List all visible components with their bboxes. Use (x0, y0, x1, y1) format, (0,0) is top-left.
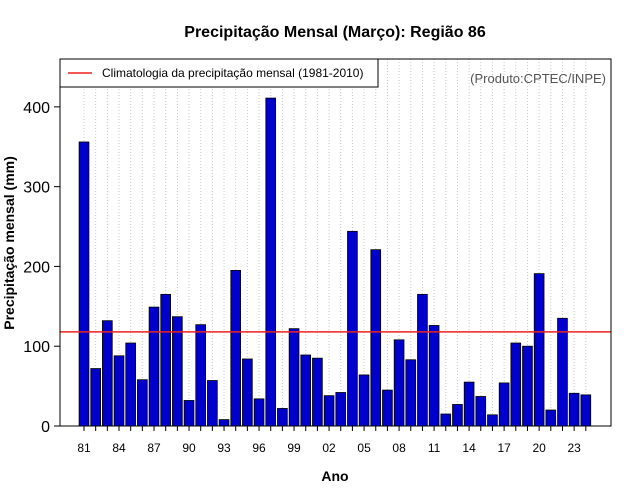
x-tick-label-96: 96 (252, 441, 266, 455)
x-tick-label-84: 84 (112, 441, 126, 455)
bar-96 (253, 398, 265, 427)
bar-84 (113, 355, 125, 427)
x-tick-label-05: 05 (357, 441, 371, 455)
y-axis-label: Precipitação mensal (mm) (1, 156, 17, 330)
chart-title: Precipitação Mensal (Março): Região 86 (184, 24, 486, 41)
bar-16 (487, 414, 498, 427)
bar-07 (382, 389, 393, 427)
bar-95 (242, 358, 253, 427)
bar-13 (452, 404, 463, 427)
bars-layer (78, 97, 592, 427)
y-tick-label-0: 0 (41, 419, 50, 436)
bar-89 (172, 316, 183, 427)
bar-20 (533, 273, 545, 427)
bar-88 (160, 293, 171, 427)
bar-91 (195, 324, 207, 427)
bar-24 (580, 394, 592, 427)
x-axis-label: Ano (321, 468, 348, 484)
x-tick-label-99: 99 (287, 441, 301, 455)
bar-15 (475, 396, 487, 427)
bar-17 (498, 382, 510, 427)
bar-04 (347, 230, 358, 427)
bar-19 (522, 345, 533, 427)
bar-05 (358, 374, 370, 427)
bar-93 (218, 419, 230, 427)
x-tick-label-23: 23 (567, 441, 581, 455)
bar-11 (428, 325, 440, 427)
legend: Climatologia da precipitação mensal (198… (59, 58, 379, 88)
bar-12 (440, 413, 452, 427)
x-tick-label-14: 14 (462, 441, 476, 455)
legend-entry-climatology: Climatologia da precipitação mensal (198… (102, 66, 363, 80)
x-tick-label-20: 20 (532, 441, 546, 455)
x-tick-label-93: 93 (217, 441, 231, 455)
bar-09 (405, 359, 417, 427)
bar-82 (90, 368, 101, 427)
bar-01 (312, 357, 323, 427)
x-tick-label-17: 17 (497, 441, 511, 455)
bar-99 (288, 328, 300, 427)
bar-87 (148, 306, 160, 427)
credit-annotation: (Produto:CPTEC/INPE) (470, 71, 606, 86)
bar-90 (183, 400, 195, 427)
x-tick-label-08: 08 (392, 441, 406, 455)
bar-10 (417, 293, 428, 427)
bar-06 (370, 249, 382, 427)
bar-21 (545, 409, 557, 427)
y-tick-label-200: 200 (23, 259, 50, 276)
x-tick-label-90: 90 (182, 441, 196, 455)
x-tick-label-81: 81 (77, 441, 91, 455)
bar-97 (265, 97, 277, 427)
bar-86 (137, 379, 148, 427)
bar-23 (568, 392, 580, 427)
bar-98 (277, 408, 288, 427)
bar-08 (393, 339, 405, 427)
bar-03 (335, 392, 347, 427)
y-tick-label-400: 400 (23, 100, 50, 117)
bar-92 (207, 380, 218, 427)
x-tick-label-02: 02 (322, 441, 336, 455)
y-tick-label-300: 300 (23, 180, 50, 197)
y-axis: 0 100 200 300 400 (23, 100, 60, 436)
x-tick-label-87: 87 (147, 441, 161, 455)
x-tick-label-11: 11 (428, 441, 441, 455)
bar-83 (102, 320, 113, 427)
bar-00 (300, 354, 312, 427)
x-axis: 81 84 87 90 93 96 99 02 05 08 11 14 17 20 23 (77, 426, 587, 455)
bar-22 (557, 317, 568, 427)
bar-02 (323, 395, 335, 427)
bar-81 (78, 141, 90, 427)
bar-94 (230, 270, 242, 427)
bar-18 (510, 342, 522, 427)
y-tick-label-100: 100 (23, 339, 50, 356)
bar-85 (125, 342, 136, 427)
legend-box (59, 58, 379, 88)
bar-14 (463, 381, 475, 427)
